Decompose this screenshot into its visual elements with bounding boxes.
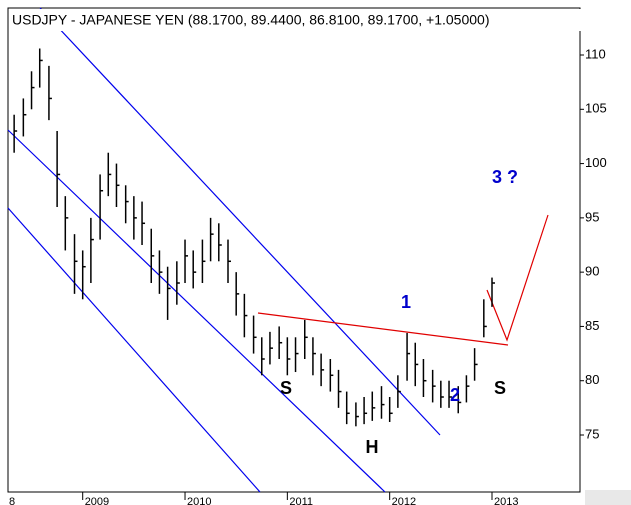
chart-title: USDJPY - JAPANESE YEN (88.1700, 89.4400,…: [12, 12, 489, 28]
pattern: [257, 214, 549, 346]
annotation: 1: [401, 292, 411, 312]
annotation: 2: [450, 385, 460, 405]
annotation: 3 ?: [492, 167, 518, 187]
channel-line: [7, 207, 261, 493]
x-tick-label: 2013: [494, 496, 518, 505]
bars: [13, 48, 495, 427]
projection: [486, 214, 549, 342]
x-tick-label: 2011: [289, 496, 313, 505]
y-tick-label: 80: [585, 372, 599, 387]
y-tick-label: 110: [585, 46, 606, 61]
y-tick-label: 75: [585, 426, 599, 441]
x-tick-label: 8: [9, 496, 15, 505]
channel-line: [39, 7, 441, 436]
y-tick-label: 90: [585, 264, 599, 279]
channel: [7, 7, 441, 493]
y-tick-label: 105: [585, 101, 607, 116]
annotation: S: [280, 378, 292, 398]
annotation: S: [494, 378, 506, 398]
y-tick-label: 85: [585, 318, 599, 333]
channel-line: [7, 129, 386, 493]
y-tick-label: 95: [585, 209, 599, 224]
title-box: [9, 9, 581, 31]
neckline: [257, 312, 509, 346]
x-tick-label: 2009: [85, 496, 109, 505]
x-tick-label: 2010: [187, 496, 211, 505]
y-tick-label: 100: [585, 155, 607, 170]
annotation: H: [366, 437, 379, 457]
plot-frame: [7, 7, 581, 493]
corner: [585, 490, 631, 505]
x-tick-label: 2012: [392, 496, 416, 505]
